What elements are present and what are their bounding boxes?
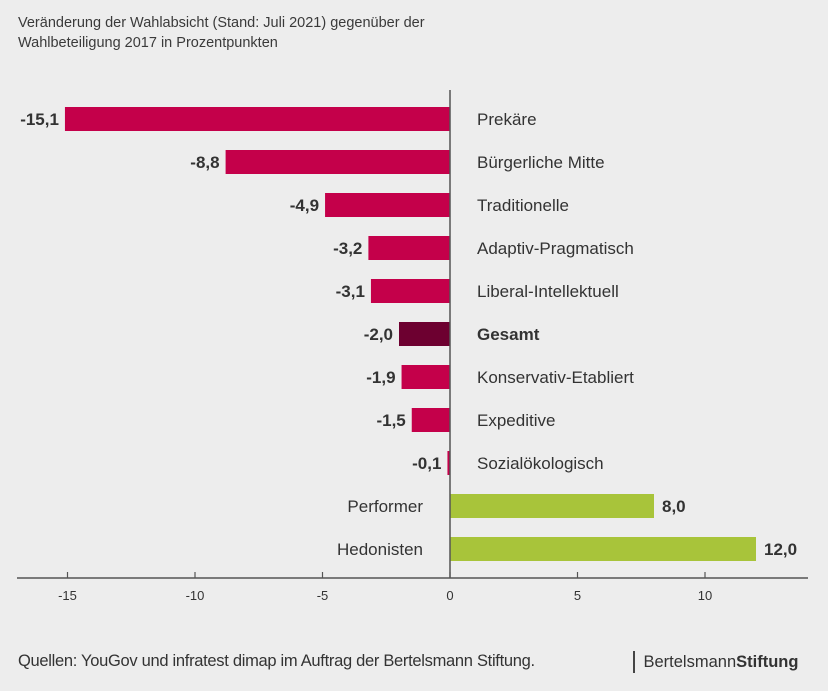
category-label: Konservativ-Etabliert xyxy=(477,368,634,387)
bar-3 xyxy=(325,193,450,217)
bar-1 xyxy=(64,107,450,131)
source-note: Quellen: YouGov und infratest dimap im A… xyxy=(18,652,535,670)
labels-group: -15,1 Prekäre -8,8 Bürgerliche Mitte -4,9 Tra… xyxy=(20,110,797,559)
bar-6 xyxy=(399,322,450,346)
value-label: 12,0 xyxy=(764,540,797,559)
bar-4 xyxy=(368,236,450,260)
category-label: Hedonisten xyxy=(337,540,423,559)
category-label: Liberal-Intellektuell xyxy=(477,282,619,301)
chart-title-line-2: Wahlbeteiligung 2017 in Prozentpunkten xyxy=(18,35,278,51)
value-label: -1,5 xyxy=(376,411,405,430)
axes-group: -15 -10 -5 0 5 10 xyxy=(17,90,808,603)
x-tick-label: -5 xyxy=(317,588,329,603)
bar-10 xyxy=(450,494,654,518)
category-label: Gesamt xyxy=(477,325,540,344)
bar-9 xyxy=(447,451,450,475)
bar-7 xyxy=(401,365,450,389)
brand-name-bold: Stiftung xyxy=(736,652,799,671)
value-label: -3,1 xyxy=(336,282,365,301)
x-tick-label: -15 xyxy=(58,588,77,603)
value-label: -4,9 xyxy=(290,196,319,215)
category-label: Adaptiv-Pragmatisch xyxy=(477,239,634,258)
x-tick-label: 10 xyxy=(698,588,712,603)
x-tick-label: 5 xyxy=(574,588,581,603)
bars-group xyxy=(64,107,756,561)
category-label: Prekäre xyxy=(477,110,537,129)
value-label: -8,8 xyxy=(190,153,219,172)
chart-title-line-1: Veränderung der Wahlabsicht (Stand: Juli… xyxy=(18,15,425,31)
value-label: -2,0 xyxy=(364,325,393,344)
chart-title: Veränderung der Wahlabsicht (Stand: Juli… xyxy=(18,13,538,53)
bar-2 xyxy=(225,150,450,174)
bar-11 xyxy=(450,537,756,561)
value-label: -15,1 xyxy=(20,110,59,129)
brand-logo: Bertelsmann Stiftung xyxy=(633,650,798,674)
value-label: -1,9 xyxy=(366,368,395,387)
bar-8 xyxy=(411,408,450,432)
x-tick-label: -10 xyxy=(186,588,205,603)
category-label: Sozialökologisch xyxy=(477,454,604,473)
value-label: 8,0 xyxy=(662,497,686,516)
value-label: -0,1 xyxy=(412,454,441,473)
category-label: Traditionelle xyxy=(477,196,569,215)
value-label: -3,2 xyxy=(333,239,362,258)
x-tick-label: 0 xyxy=(446,588,453,603)
brand-divider xyxy=(633,651,635,673)
category-label: Performer xyxy=(347,497,423,516)
category-label: Expeditive xyxy=(477,411,555,430)
category-label: Bürgerliche Mitte xyxy=(477,153,605,172)
brand-name-regular: Bertelsmann xyxy=(643,652,737,671)
bar-5 xyxy=(370,279,450,303)
